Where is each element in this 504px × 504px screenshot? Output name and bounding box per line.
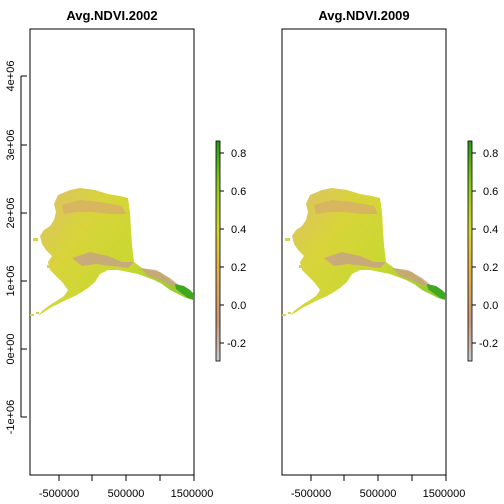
legend-colorbar	[467, 140, 473, 362]
map-panel-2002: Avg.NDVI.2002 -1e+06 0e+00 1e+06 2e+06 3…	[5, 8, 246, 500]
legend-tick-label: 0.8	[231, 148, 246, 160]
legend-tick-label: 0.0	[231, 300, 246, 312]
y-tick-label: 3e+06	[5, 130, 17, 161]
y-tick-label: 1e+06	[5, 266, 17, 297]
y-axis-ticks: -1e+06 0e+00 1e+06 2e+06 3e+06 4e+06	[5, 61, 27, 435]
color-legend: -0.2 0.0 0.2 0.4 0.6 0.8	[215, 140, 246, 362]
legend-colorbar	[215, 140, 221, 362]
legend-tick-label: 0.0	[483, 300, 498, 312]
y-tick-label: 4e+06	[5, 61, 17, 92]
x-tick-label: 500000	[360, 488, 397, 500]
ndvi-raster	[282, 188, 446, 316]
legend-tick-label: 0.8	[483, 148, 498, 160]
legend-tick-label: -0.2	[227, 338, 246, 350]
map-title: Avg.NDVI.2009	[318, 8, 409, 23]
x-tick-label: -500000	[39, 488, 79, 500]
ndvi-raster	[30, 188, 194, 316]
legend-tick-label: 0.6	[231, 186, 246, 198]
x-tick-label: 500000	[108, 488, 145, 500]
x-tick-label: 1500000	[423, 488, 466, 500]
x-axis-ticks: -500000 500000 1500000	[39, 475, 214, 500]
map-title: Avg.NDVI.2002	[66, 8, 157, 23]
x-axis-ticks: -500000 500000 1500000	[291, 475, 466, 500]
map-panel-2009: Avg.NDVI.2009 -500000 500000 1500000 -0.…	[281, 8, 498, 500]
legend-tick-label: 0.2	[231, 262, 246, 274]
y-tick-label: -1e+06	[5, 400, 17, 435]
legend-tick-label: 0.4	[231, 224, 246, 236]
color-legend: -0.2 0.0 0.2 0.4 0.6 0.8	[467, 140, 498, 362]
y-tick-label: 0e+00	[5, 334, 17, 365]
legend-tick-label: 0.4	[483, 224, 498, 236]
x-tick-label: 1500000	[171, 488, 214, 500]
legend-tick-label: 0.2	[483, 262, 498, 274]
legend-tick-label: -0.2	[479, 338, 498, 350]
y-tick-label: 2e+06	[5, 198, 17, 229]
x-tick-label: -500000	[291, 488, 331, 500]
legend-tick-label: 0.6	[483, 186, 498, 198]
